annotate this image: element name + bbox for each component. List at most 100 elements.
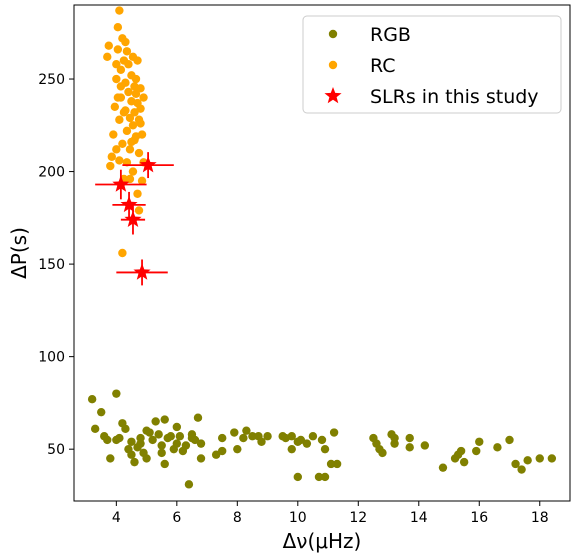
data-points [87, 6, 557, 489]
rgb-point [302, 439, 312, 448]
rgb-point [257, 437, 266, 446]
rgb-point [217, 433, 227, 443]
rc-point [131, 89, 141, 99]
rc-point [134, 206, 144, 215]
rgb-point [405, 433, 414, 443]
rgb-point [190, 435, 200, 445]
rgb-point [196, 454, 206, 463]
rc-point [124, 87, 133, 97]
x-tick-label: 18 [531, 510, 549, 526]
rgb-point [505, 435, 514, 445]
x-tick-label: 12 [349, 510, 367, 526]
rc-point [121, 37, 130, 47]
rgb-point [511, 459, 520, 469]
rgb-point [239, 433, 248, 443]
slr-point [120, 204, 146, 235]
rgb-point [296, 435, 306, 445]
rgb-point [145, 428, 154, 437]
rc-point [125, 145, 135, 154]
legend-marker [328, 60, 338, 70]
rgb-point [130, 457, 139, 467]
y-tick-label: 200 [38, 165, 65, 181]
rgb-point [136, 439, 145, 448]
slr-star-marker [124, 210, 142, 227]
rgb-point [230, 428, 239, 437]
rgb-point [308, 432, 318, 441]
rgb-point [172, 439, 182, 448]
legend-label: RC [370, 55, 396, 77]
rc-point [139, 93, 148, 102]
rc-point [109, 130, 118, 139]
rgb-point [456, 446, 466, 456]
rgb-point [127, 450, 136, 459]
rgb-point [112, 389, 121, 398]
y-tick-label: 150 [38, 257, 65, 273]
rgb-point [493, 443, 502, 452]
rgb-point [217, 446, 227, 456]
x-tick-label: 6 [172, 510, 181, 526]
rc-point [115, 6, 124, 15]
legend-entry: SLRs in this study [324, 86, 539, 108]
rgb-point [523, 456, 532, 465]
x-tick-label: 14 [410, 510, 428, 526]
rc-point [103, 52, 112, 62]
legend-box [302, 15, 562, 114]
rgb-point [160, 459, 169, 469]
rc-point [127, 137, 136, 147]
rc-point [110, 102, 120, 111]
y-tick-label: 50 [47, 442, 65, 458]
rgb-point [166, 432, 175, 441]
rc-point [112, 60, 121, 69]
rgb-point [535, 454, 544, 463]
rgb-point [87, 395, 97, 404]
slr-star-marker [139, 156, 157, 173]
rc-point [115, 156, 124, 165]
rc-point [104, 41, 113, 50]
x-tick-label: 10 [289, 510, 307, 526]
rgb-point [405, 443, 414, 452]
slr-point [122, 152, 174, 179]
rgb-point [332, 459, 342, 469]
rc-point [116, 65, 126, 74]
rgb-point [233, 444, 242, 454]
rc-point [128, 52, 138, 62]
rc-point [128, 167, 138, 176]
slr-point [112, 191, 146, 218]
plot-area [87, 6, 557, 489]
rgb-point [211, 450, 221, 459]
rgb-point [127, 437, 136, 446]
rgb-point [181, 441, 191, 450]
rc-point [128, 121, 138, 130]
rc-point [113, 45, 123, 54]
rc-point [134, 148, 144, 158]
rgb-point [547, 454, 557, 463]
rgb-point [293, 472, 303, 482]
rgb-point [121, 424, 130, 434]
legend-entry: RC [328, 55, 396, 77]
rgb-point [115, 433, 124, 443]
rgb-point [142, 454, 151, 463]
rc-point [133, 189, 142, 198]
rc-point [136, 104, 145, 113]
rc-point [137, 130, 147, 139]
legend-marker [328, 29, 338, 39]
rc-point [106, 161, 115, 171]
rc-point [136, 84, 145, 93]
rgb-point [151, 417, 160, 426]
x-tick-label: 16 [470, 510, 488, 526]
rgb-point [248, 432, 257, 441]
rc-point [112, 145, 121, 154]
rc-point [136, 119, 145, 128]
y-tick-label: 100 [38, 350, 65, 366]
rc-point [122, 47, 132, 56]
rgb-point [475, 437, 484, 446]
rgb-point [390, 439, 399, 448]
rgb-point [97, 407, 106, 417]
rgb-point [287, 432, 296, 441]
rc-point [113, 23, 123, 32]
slr-point [116, 259, 168, 286]
rgb-point [160, 415, 169, 424]
rgb-point [420, 441, 430, 450]
rgb-point [193, 413, 203, 422]
